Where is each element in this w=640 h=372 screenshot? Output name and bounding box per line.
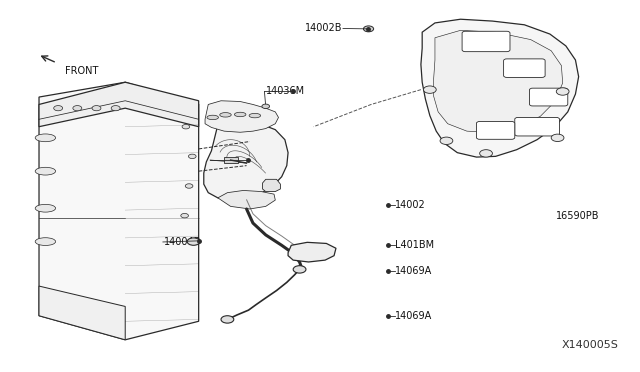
Text: L401BM: L401BM bbox=[396, 240, 435, 250]
Polygon shape bbox=[434, 31, 563, 132]
Circle shape bbox=[424, 86, 436, 93]
FancyBboxPatch shape bbox=[504, 59, 545, 77]
Polygon shape bbox=[39, 82, 198, 340]
Circle shape bbox=[111, 106, 120, 111]
Circle shape bbox=[187, 238, 200, 245]
Text: 14004B: 14004B bbox=[164, 237, 201, 247]
Circle shape bbox=[188, 154, 196, 158]
Circle shape bbox=[54, 106, 63, 111]
FancyBboxPatch shape bbox=[462, 31, 510, 52]
Polygon shape bbox=[218, 190, 275, 209]
Text: 16590PB: 16590PB bbox=[556, 211, 600, 221]
Text: FRONT: FRONT bbox=[65, 66, 98, 76]
Ellipse shape bbox=[35, 204, 56, 212]
Text: 14004A: 14004A bbox=[210, 155, 248, 165]
Text: 14002: 14002 bbox=[396, 200, 426, 210]
Ellipse shape bbox=[234, 112, 246, 117]
Polygon shape bbox=[262, 179, 280, 192]
Circle shape bbox=[73, 106, 82, 111]
FancyBboxPatch shape bbox=[223, 157, 237, 163]
Ellipse shape bbox=[35, 167, 56, 175]
Text: X140005S: X140005S bbox=[562, 340, 619, 350]
Text: 14002B: 14002B bbox=[305, 23, 342, 33]
Circle shape bbox=[185, 184, 193, 188]
Polygon shape bbox=[39, 286, 125, 340]
Circle shape bbox=[440, 137, 453, 144]
Polygon shape bbox=[204, 119, 288, 200]
FancyBboxPatch shape bbox=[476, 122, 515, 139]
Ellipse shape bbox=[249, 113, 260, 118]
Circle shape bbox=[182, 125, 189, 129]
Circle shape bbox=[556, 88, 569, 95]
Circle shape bbox=[293, 266, 306, 273]
FancyBboxPatch shape bbox=[529, 88, 568, 106]
Ellipse shape bbox=[35, 134, 56, 142]
Circle shape bbox=[551, 134, 564, 141]
Polygon shape bbox=[205, 101, 278, 132]
Ellipse shape bbox=[220, 113, 231, 117]
Text: 14069A: 14069A bbox=[396, 311, 433, 321]
Circle shape bbox=[364, 26, 374, 32]
Text: 14036M: 14036M bbox=[266, 87, 305, 96]
Circle shape bbox=[221, 316, 234, 323]
FancyBboxPatch shape bbox=[515, 118, 559, 136]
Ellipse shape bbox=[207, 115, 218, 120]
Circle shape bbox=[479, 150, 492, 157]
Ellipse shape bbox=[35, 238, 56, 246]
Circle shape bbox=[180, 214, 188, 218]
Polygon shape bbox=[288, 242, 336, 262]
Text: 14069A: 14069A bbox=[396, 266, 433, 276]
Polygon shape bbox=[39, 82, 198, 127]
Circle shape bbox=[92, 106, 101, 111]
Circle shape bbox=[262, 104, 269, 109]
Polygon shape bbox=[421, 19, 579, 157]
